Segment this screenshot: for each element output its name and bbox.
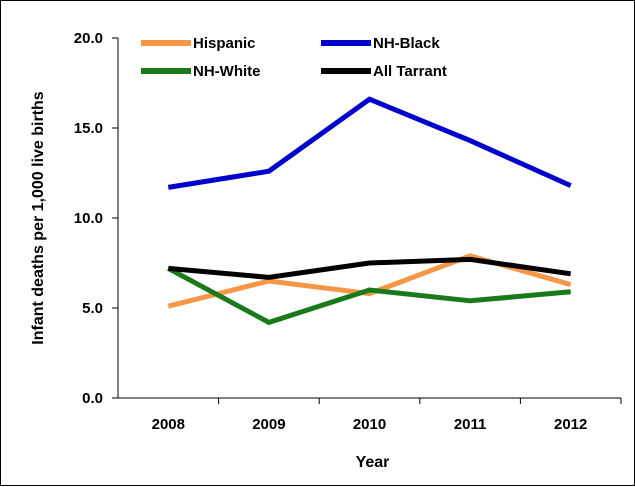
x-tick-label: 2008 xyxy=(152,416,185,433)
plot-lines xyxy=(167,96,572,326)
x-tick-label: 2010 xyxy=(353,416,386,433)
axes: 0.0 5.0 10.0 15.0 20.0 2008 2009 2010 2011 2012 xyxy=(74,30,622,433)
x-tick-label: 2012 xyxy=(554,416,587,433)
series-line-nh-black xyxy=(167,96,572,190)
y-tick-label: 10.0 xyxy=(74,210,103,227)
x-axis-title: Year xyxy=(356,454,390,471)
y-tick-label: 5.0 xyxy=(82,300,103,317)
legend-label: Hispanic xyxy=(193,35,256,52)
series-line-all-tarrant xyxy=(168,256,572,280)
legend-label: All Tarrant xyxy=(373,63,447,80)
legend-label: NH-Black xyxy=(373,35,440,52)
y-axis-title: Infant deaths per 1,000 live births xyxy=(30,91,47,345)
legend-label: NH-White xyxy=(193,63,261,80)
x-ticks: 2008 2009 2010 2011 2012 xyxy=(152,398,622,433)
series-line-nh-white xyxy=(167,266,571,326)
y-tick-label: 0.0 xyxy=(82,390,103,407)
y-tick-label: 20.0 xyxy=(74,30,103,47)
x-tick-label: 2011 xyxy=(454,416,487,433)
x-tick-label: 2009 xyxy=(252,416,285,433)
y-ticks: 0.0 5.0 10.0 15.0 20.0 xyxy=(74,30,118,407)
y-tick-label: 15.0 xyxy=(74,120,103,137)
legend: Hispanic NH-Black NH-White All Tarrant xyxy=(141,35,447,80)
